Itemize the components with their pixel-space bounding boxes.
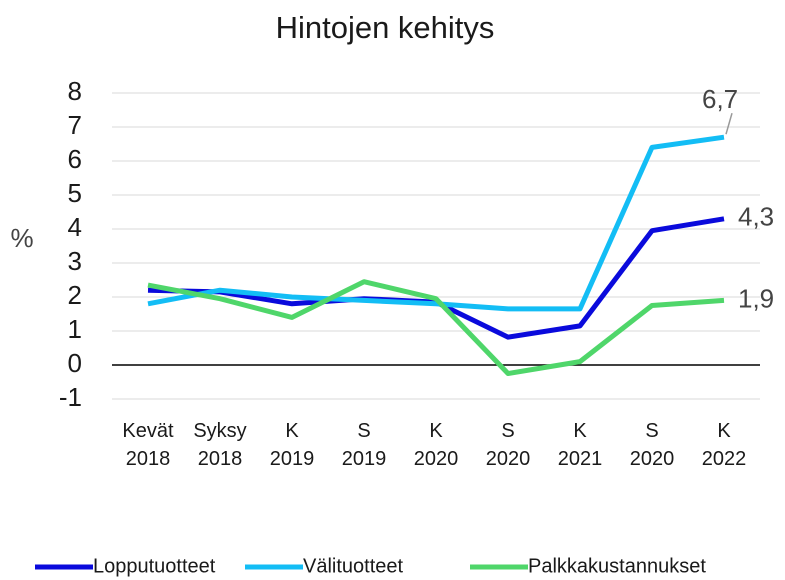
series-line bbox=[147, 279, 725, 376]
y-tick-label: -1 bbox=[59, 382, 82, 412]
y-tick-label: 0 bbox=[68, 348, 82, 378]
y-tick-label: 2 bbox=[68, 280, 82, 310]
data-label: 1,9 bbox=[738, 283, 774, 313]
y-tick-label: 4 bbox=[68, 212, 82, 242]
x-tick-label: S 2020 bbox=[486, 420, 531, 470]
x-tick-label: K 2022 bbox=[702, 420, 747, 470]
y-tick-label: 3 bbox=[68, 246, 82, 276]
x-tick-label: K 2020 bbox=[414, 420, 459, 470]
leader-line bbox=[725, 112, 733, 135]
x-tick-label: Kevät 2018 bbox=[122, 420, 174, 470]
series-line bbox=[147, 134, 725, 312]
y-tick-label: 7 bbox=[68, 110, 82, 140]
x-tick-label: Syksy 2018 bbox=[193, 420, 246, 470]
y-tick-label: 1 bbox=[68, 314, 82, 344]
y-tick-label: 6 bbox=[68, 144, 82, 174]
legend-label: Välituotteet bbox=[303, 555, 404, 577]
y-tick-label: 5 bbox=[68, 178, 82, 208]
data-label: 4,3 bbox=[738, 202, 774, 232]
x-tick-label: S 2020 bbox=[630, 420, 675, 470]
y-axis-label: % bbox=[10, 223, 33, 253]
chart-title: Hintojen kehitys bbox=[276, 10, 495, 45]
legend-label: Palkkakustannukset bbox=[528, 555, 706, 577]
legend-label: Lopputuotteet bbox=[93, 555, 216, 577]
x-tick-label: K 2019 bbox=[270, 420, 315, 470]
y-tick-label: 8 bbox=[68, 76, 82, 106]
x-tick-label: S 2019 bbox=[342, 420, 387, 470]
data-label: 6,7 bbox=[702, 84, 738, 114]
x-tick-label: K 2021 bbox=[558, 420, 603, 470]
